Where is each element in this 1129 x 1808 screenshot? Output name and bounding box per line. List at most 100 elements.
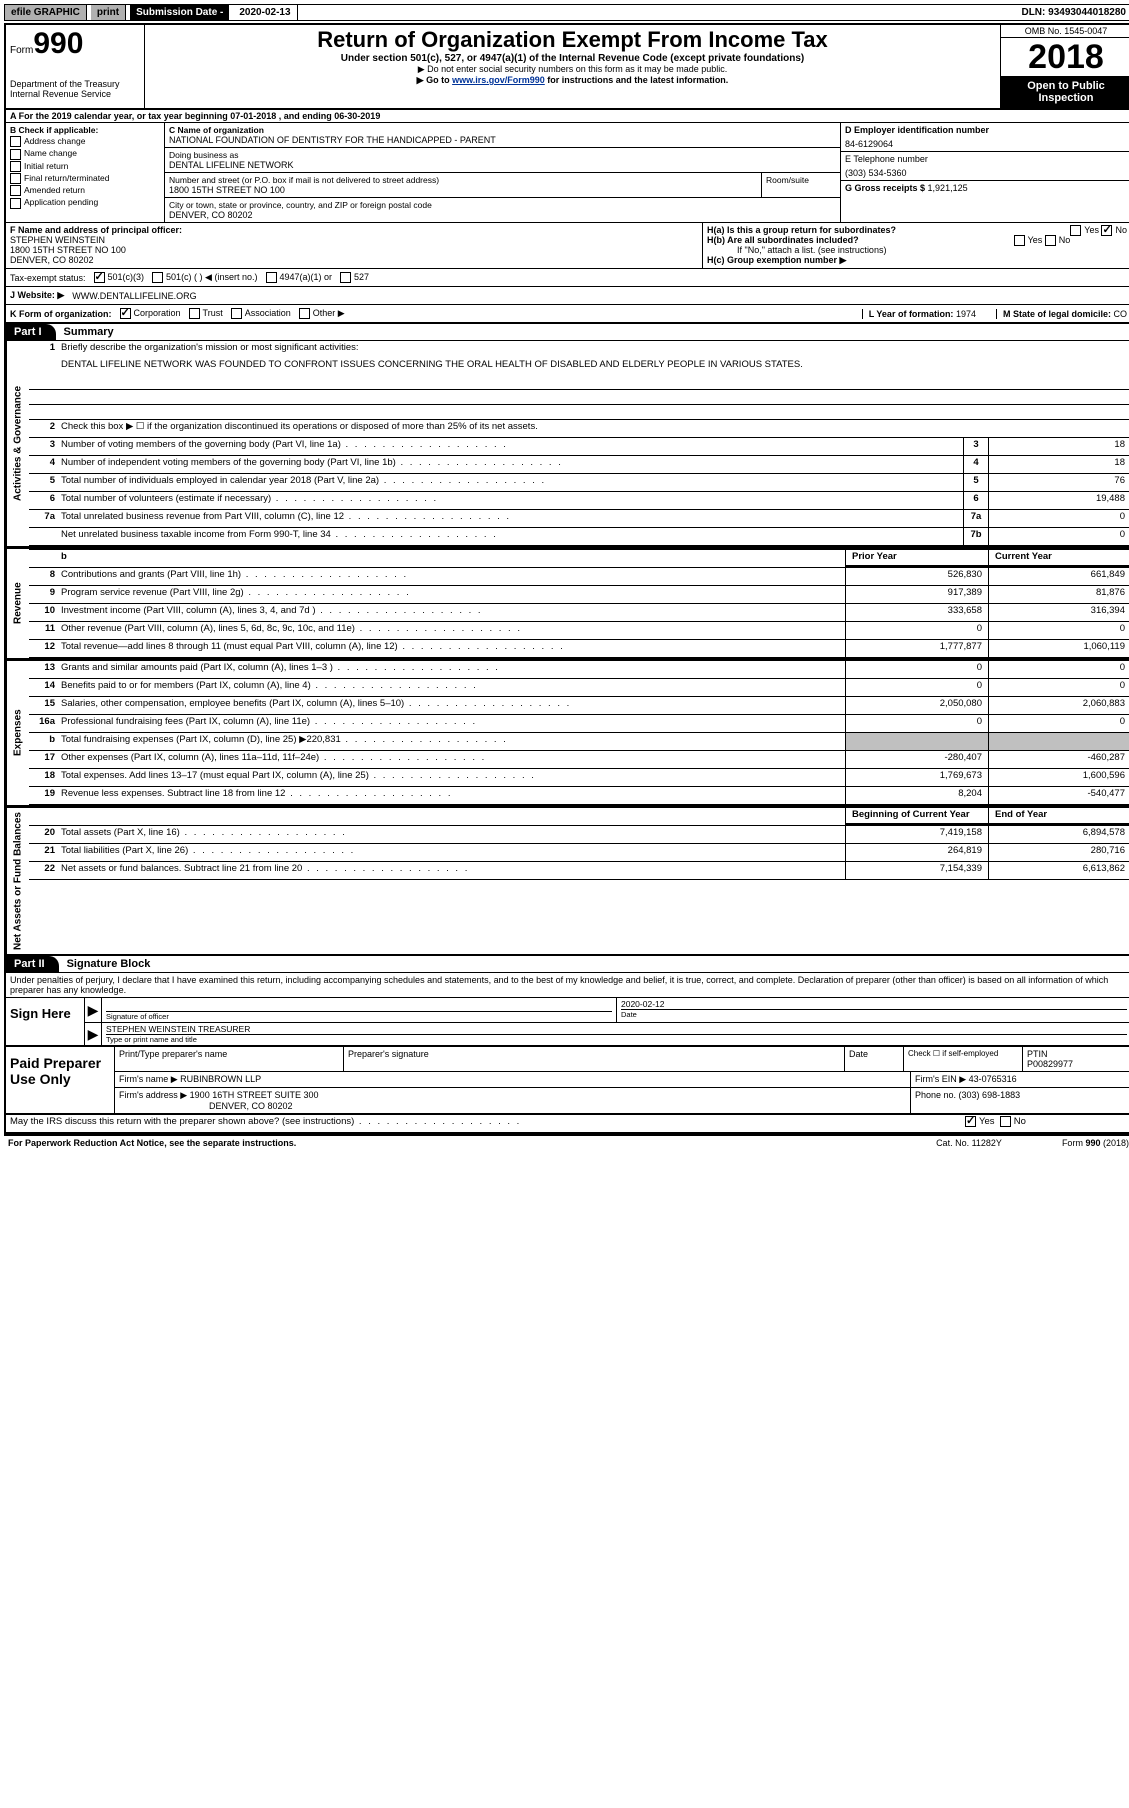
form990-link[interactable]: www.irs.gov/Form990: [452, 75, 545, 85]
chk-4947[interactable]: 4947(a)(1) or: [266, 272, 333, 283]
discuss-yes-no[interactable]: Yes No: [959, 1115, 1129, 1132]
summary-row: 15Salaries, other compensation, employee…: [29, 697, 1129, 715]
summary-row: 13Grants and similar amounts paid (Part …: [29, 661, 1129, 679]
gross-label: G Gross receipts $: [845, 183, 928, 193]
gov-row: 5Total number of individuals employed in…: [29, 474, 1129, 492]
gov-row: 6Total number of volunteers (estimate if…: [29, 492, 1129, 510]
form-note-2: ▶ Go to www.irs.gov/Form990 for instruct…: [149, 75, 996, 86]
preparer-name-hdr: Print/Type preparer's name: [115, 1047, 344, 1071]
discuss-preparer: May the IRS discuss this return with the…: [6, 1115, 959, 1132]
gov-row: 7aTotal unrelated business revenue from …: [29, 510, 1129, 528]
footer-form: Form 990 (2018): [1062, 1138, 1129, 1148]
form-header: Form990 Department of the Treasury Inter…: [6, 25, 1129, 110]
col-f-officer: F Name and address of principal officer:…: [6, 223, 702, 268]
f-label: F Name and address of principal officer:: [10, 225, 698, 235]
officer-addr2: DENVER, CO 80202: [10, 255, 698, 265]
preparer-date-hdr: Date: [845, 1047, 904, 1071]
firm-addr1: 1900 16TH STREET SUITE 300: [190, 1090, 319, 1100]
chk-amended-return[interactable]: Amended return: [10, 185, 160, 196]
efile-button[interactable]: efile GRAPHIC: [5, 5, 87, 20]
part-1-header: Part I Summary: [6, 324, 1129, 340]
header-center: Return of Organization Exempt From Incom…: [145, 25, 1000, 108]
b-label: B Check if applicable:: [10, 125, 160, 135]
sign-here-block: Sign Here ▶ Signature of officer 2020-02…: [6, 997, 1129, 1047]
chk-corp[interactable]: Corporation: [120, 308, 181, 319]
dln: DLN: 93493044018280: [1015, 5, 1129, 20]
gov-row: 4Number of independent voting members of…: [29, 456, 1129, 474]
form-note-1: ▶ Do not enter social security numbers o…: [149, 64, 996, 75]
summary-row: 9Program service revenue (Part VIII, lin…: [29, 586, 1129, 604]
k-row: K Form of organization: Corporation Trus…: [6, 305, 1129, 324]
summary-row: 19Revenue less expenses. Subtract line 1…: [29, 787, 1129, 805]
summary-expenses: Expenses 13Grants and similar amounts pa…: [6, 660, 1129, 807]
chk-501c[interactable]: 501(c) ( ) ◀ (insert no.): [152, 272, 257, 283]
mission-blank-2: [29, 390, 1129, 405]
prior-year-hdr: Prior Year: [845, 550, 988, 567]
preparer-self-emp[interactable]: Check ☐ if self-employed: [904, 1047, 1023, 1071]
chk-527[interactable]: 527: [340, 272, 369, 283]
city-label: City or town, state or province, country…: [169, 200, 836, 210]
vtab-governance: Activities & Governance: [6, 341, 29, 546]
note2-pre: ▶ Go to: [417, 75, 452, 85]
chk-trust[interactable]: Trust: [189, 308, 223, 319]
page-footer: For Paperwork Reduction Act Notice, see …: [4, 1136, 1129, 1150]
chk-name-change[interactable]: Name change: [10, 148, 160, 159]
h-c: H(c) Group exemption number ▶: [707, 255, 1127, 266]
header-left: Form990 Department of the Treasury Inter…: [6, 25, 145, 108]
summary-row: 14Benefits paid to or for members (Part …: [29, 679, 1129, 697]
submission-date-label: Submission Date -: [130, 5, 229, 20]
website-value: WWW.DENTALLIFELINE.ORG: [72, 291, 196, 301]
form-prefix: Form: [10, 45, 33, 56]
part-2-header: Part II Signature Block: [6, 956, 1129, 972]
summary-row: 16aProfessional fundraising fees (Part I…: [29, 715, 1129, 733]
tax-label: Tax-exempt status:: [10, 273, 86, 283]
city-state-zip: DENVER, CO 80202: [169, 210, 836, 220]
firm-addr2: DENVER, CO 80202: [119, 1101, 906, 1111]
rev-blank: b: [57, 550, 845, 567]
summary-row: 17Other expenses (Part IX, column (A), l…: [29, 751, 1129, 769]
paid-preparer-label: Paid Preparer Use Only: [6, 1047, 115, 1113]
part-1-tab: Part I: [6, 324, 56, 340]
h-b: H(b) Are all subordinates included? Yes …: [707, 235, 1127, 245]
chk-assoc[interactable]: Association: [231, 308, 291, 319]
h-a: H(a) Is this a group return for subordin…: [707, 225, 1127, 235]
eoy-hdr: End of Year: [988, 808, 1129, 825]
form-subtitle: Under section 501(c), 527, or 4947(a)(1)…: [149, 53, 996, 64]
footer-cat: Cat. No. 11282Y: [936, 1138, 1002, 1148]
col-b-checkboxes: B Check if applicable: Address change Na…: [6, 123, 165, 222]
line-1-label: Briefly describe the organization's miss…: [57, 341, 1129, 358]
print-button[interactable]: print: [91, 5, 126, 20]
line-1-num: 1: [29, 341, 57, 358]
omb-number: OMB No. 1545-0047: [1001, 25, 1129, 38]
form-number: Form990: [10, 27, 140, 61]
summary-net-assets: Net Assets or Fund Balances Beginning of…: [6, 807, 1129, 956]
chk-501c3[interactable]: 501(c)(3): [94, 272, 145, 283]
summary-row: 10Investment income (Part VIII, column (…: [29, 604, 1129, 622]
gov-row: 3Number of voting members of the governi…: [29, 438, 1129, 456]
addr-label: Number and street (or P.O. box if mail i…: [169, 175, 757, 185]
officer-name: STEPHEN WEINSTEIN: [10, 235, 698, 245]
summary-row: 21Total liabilities (Part X, line 26)264…: [29, 844, 1129, 862]
firm-phone: (303) 698-1883: [959, 1090, 1021, 1100]
h-b-note: If "No," attach a list. (see instruction…: [707, 245, 1127, 255]
chk-final-return[interactable]: Final return/terminated: [10, 173, 160, 184]
chk-application-pending[interactable]: Application pending: [10, 197, 160, 208]
summary-governance: Activities & Governance 1 Briefly descri…: [6, 340, 1129, 548]
chk-address-change[interactable]: Address change: [10, 136, 160, 147]
note2-post: for instructions and the latest informat…: [545, 75, 729, 85]
summary-row: 18Total expenses. Add lines 13–17 (must …: [29, 769, 1129, 787]
header-right: OMB No. 1545-0047 2018 Open to Public In…: [1000, 25, 1129, 108]
vtab-expenses: Expenses: [6, 661, 29, 805]
summary-row: 20Total assets (Part X, line 16)7,419,15…: [29, 826, 1129, 844]
form-990: Form990 Department of the Treasury Inter…: [4, 23, 1129, 1136]
line-2-num: 2: [29, 420, 57, 437]
chk-other[interactable]: Other ▶: [299, 308, 345, 319]
sig-date: 2020-02-12: [621, 999, 1127, 1009]
gov-row: Net unrelated business taxable income fr…: [29, 528, 1129, 546]
chk-initial-return[interactable]: Initial return: [10, 161, 160, 172]
footer-left: For Paperwork Reduction Act Notice, see …: [8, 1138, 296, 1148]
website-row: J Website: ▶ WWW.DENTALLIFELINE.ORG: [6, 287, 1129, 305]
phone-value: (303) 534-5360: [845, 168, 1127, 178]
irs-label: Internal Revenue Service: [10, 89, 140, 99]
firm-ein: 43-0765316: [969, 1074, 1017, 1084]
